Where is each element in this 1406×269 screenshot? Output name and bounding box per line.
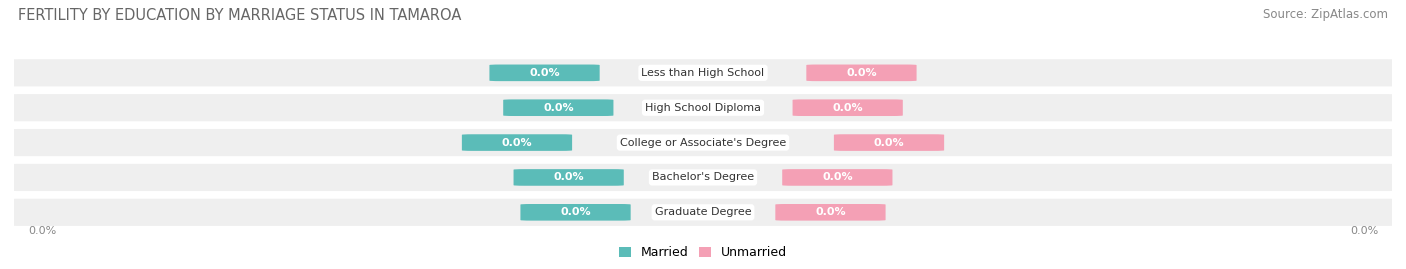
FancyBboxPatch shape [513,169,624,186]
Text: 0.0%: 0.0% [529,68,560,78]
Text: 0.0%: 0.0% [502,137,533,148]
Text: 0.0%: 0.0% [554,172,583,182]
Text: 0.0%: 0.0% [560,207,591,217]
FancyBboxPatch shape [489,65,599,81]
Text: Graduate Degree: Graduate Degree [655,207,751,217]
Text: Source: ZipAtlas.com: Source: ZipAtlas.com [1263,8,1388,21]
Text: 0.0%: 0.0% [1350,226,1378,236]
FancyBboxPatch shape [503,99,613,116]
FancyBboxPatch shape [793,99,903,116]
Text: High School Diploma: High School Diploma [645,103,761,113]
Text: 0.0%: 0.0% [823,172,852,182]
Text: 0.0%: 0.0% [873,137,904,148]
FancyBboxPatch shape [834,134,945,151]
Text: College or Associate's Degree: College or Associate's Degree [620,137,786,148]
Text: 0.0%: 0.0% [846,68,877,78]
Text: 0.0%: 0.0% [815,207,846,217]
Text: FERTILITY BY EDUCATION BY MARRIAGE STATUS IN TAMAROA: FERTILITY BY EDUCATION BY MARRIAGE STATU… [18,8,461,23]
FancyBboxPatch shape [0,164,1406,191]
Text: 0.0%: 0.0% [832,103,863,113]
FancyBboxPatch shape [0,199,1406,226]
Legend: Married, Unmarried: Married, Unmarried [613,241,793,264]
FancyBboxPatch shape [461,134,572,151]
FancyBboxPatch shape [775,204,886,221]
FancyBboxPatch shape [807,65,917,81]
Text: 0.0%: 0.0% [28,226,56,236]
Text: 0.0%: 0.0% [543,103,574,113]
FancyBboxPatch shape [520,204,631,221]
FancyBboxPatch shape [782,169,893,186]
FancyBboxPatch shape [0,59,1406,86]
Text: Less than High School: Less than High School [641,68,765,78]
FancyBboxPatch shape [0,129,1406,156]
Text: Bachelor's Degree: Bachelor's Degree [652,172,754,182]
FancyBboxPatch shape [0,94,1406,121]
